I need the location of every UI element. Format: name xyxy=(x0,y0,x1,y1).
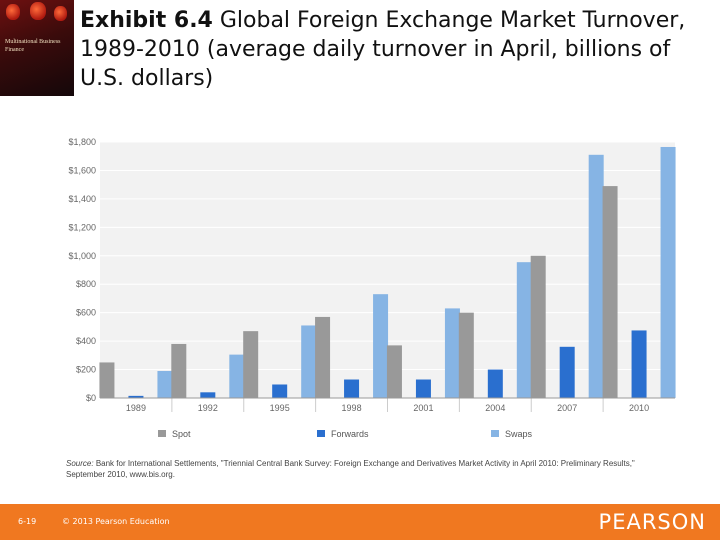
source-label: Source: xyxy=(66,459,94,468)
bar-forwards-2010 xyxy=(631,330,647,398)
y-tick-label: $800 xyxy=(76,279,96,289)
title-text: Global Foreign Exchange Market Turnover,… xyxy=(80,8,686,91)
y-tick-label: $0 xyxy=(86,393,96,403)
legend-label-spot: Spot xyxy=(172,429,191,439)
bar-swaps-1989 xyxy=(157,370,173,398)
y-tick-label: $200 xyxy=(76,365,96,375)
bar-spot-2010 xyxy=(602,186,618,398)
y-tick-label: $600 xyxy=(76,308,96,318)
book-cover-image: Multinational Business Finance xyxy=(0,0,74,96)
legend-swatch-forwards xyxy=(317,430,325,437)
bar-forwards-1989 xyxy=(128,395,144,398)
x-tick-label: 1998 xyxy=(342,403,362,413)
bar-forwards-1998 xyxy=(344,379,360,398)
copyright-text: © 2013 Pearson Education xyxy=(62,517,170,526)
bar-swaps-2001 xyxy=(444,308,460,398)
turnover-chart: $0 $200 $400 $600 $800 $1,000 $1,200 $1,400 $1,6… xyxy=(55,130,685,460)
bar-forwards-2007 xyxy=(559,346,575,398)
y-tick-label: $1,800 xyxy=(68,137,96,147)
y-tick-label: $1,200 xyxy=(68,222,96,232)
x-tick-label: 2010 xyxy=(629,403,649,413)
pearson-logo: PEARSON xyxy=(598,510,706,534)
y-tick-label: $1,400 xyxy=(68,194,96,204)
legend-label-swaps: Swaps xyxy=(505,429,533,439)
bar-swaps-1992 xyxy=(229,354,245,398)
page-number: 6-19 xyxy=(18,517,37,526)
bar-spot-2001 xyxy=(386,345,402,398)
bar-forwards-2004 xyxy=(487,369,503,398)
bar-spot-1995 xyxy=(243,331,259,398)
footer-bar: 6-19 © 2013 Pearson Education PEARSON xyxy=(0,504,720,540)
x-tick-label: 2007 xyxy=(557,403,577,413)
bar-spot-2004 xyxy=(458,312,474,398)
bar-forwards-1995 xyxy=(272,384,288,398)
bar-swaps-2004 xyxy=(516,262,532,398)
bar-spot-1998 xyxy=(315,316,331,398)
bar-swaps-1998 xyxy=(373,294,389,398)
source-text: Bank for International Settlements, "Tri… xyxy=(66,459,635,479)
bar-swaps-1995 xyxy=(301,325,317,398)
source-note: Source: Bank for International Settlemen… xyxy=(66,458,666,480)
bar-forwards-2001 xyxy=(415,379,431,398)
bar-swaps-2007 xyxy=(588,154,604,398)
y-tick-label: $1,600 xyxy=(68,165,96,175)
x-tick-label: 2001 xyxy=(413,403,433,413)
x-tick-label: 1995 xyxy=(270,403,290,413)
legend-swatch-swaps xyxy=(491,430,499,437)
bar-spot-1992 xyxy=(171,343,187,398)
x-tick-label: 2004 xyxy=(485,403,505,413)
bar-spot-2007 xyxy=(530,255,546,398)
bar-forwards-1992 xyxy=(200,392,216,398)
x-tick-label: 1989 xyxy=(126,403,146,413)
chart-svg: $0 $200 $400 $600 $800 $1,000 $1,200 $1,400 $1,6… xyxy=(68,137,676,439)
x-tick-label: 1992 xyxy=(198,403,218,413)
exhibit-label: Exhibit 6.4 xyxy=(80,8,213,33)
slide-title: Exhibit 6.4 Global Foreign Exchange Mark… xyxy=(80,6,700,93)
bar-spot-1989 xyxy=(99,362,115,398)
legend-label-forwards: Forwards xyxy=(331,429,369,439)
bar-swaps-2010 xyxy=(660,146,676,398)
book-cover-title: Multinational Business Finance xyxy=(5,39,61,53)
legend-swatch-spot xyxy=(158,430,166,437)
y-tick-label: $1,000 xyxy=(68,251,96,261)
y-tick-label: $400 xyxy=(76,336,96,346)
